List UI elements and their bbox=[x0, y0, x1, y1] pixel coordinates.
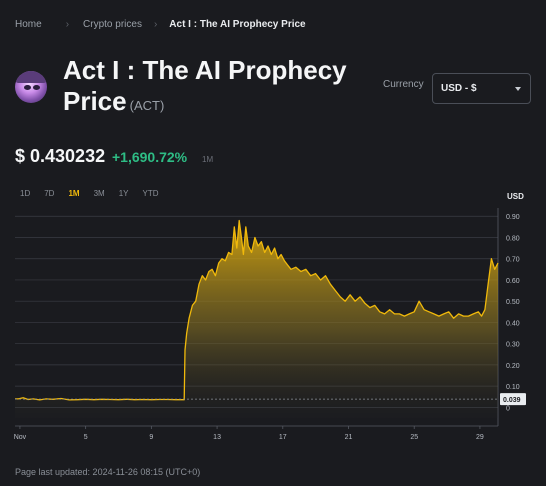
y-tick-label: 0.70 bbox=[506, 257, 520, 264]
x-tick-label: 25 bbox=[410, 434, 418, 441]
price-chart[interactable]: 0 0.10 0.20 0.30 0.40 0.50 0.60 0.70 0.80 0.90 No… bbox=[0, 200, 546, 446]
change-period: 1M bbox=[202, 155, 214, 164]
last-updated: Page last updated: 2024-11-26 08:15 (UTC… bbox=[15, 467, 201, 477]
y-tick-label: 0.60 bbox=[506, 278, 520, 285]
y-tick-label: 0.80 bbox=[506, 235, 520, 242]
y-tick-label: 0.50 bbox=[506, 299, 520, 306]
range-tab-1m[interactable]: 1M bbox=[68, 189, 80, 198]
range-tab-7d[interactable]: 7D bbox=[44, 189, 55, 198]
price-change: +1,690.72% bbox=[112, 149, 188, 165]
x-tick-label: 17 bbox=[279, 434, 287, 441]
y-tick-label: 0 bbox=[506, 405, 510, 412]
coin-logo bbox=[15, 71, 47, 103]
y-tick-label: 0.10 bbox=[506, 384, 520, 391]
page-title-text: Act I : The AI Prophecy Price bbox=[63, 55, 347, 116]
range-tab-3m[interactable]: 3M bbox=[93, 189, 105, 198]
breadcrumb-crypto-prices-link[interactable]: Crypto prices bbox=[83, 19, 142, 30]
chevron-right-icon: › bbox=[65, 19, 70, 30]
range-tab-1y[interactable]: 1Y bbox=[118, 189, 129, 198]
breadcrumb-current: Act I : The AI Prophecy Price bbox=[169, 19, 306, 30]
coin-symbol: (ACT) bbox=[129, 98, 165, 113]
current-price-tag bbox=[500, 393, 526, 406]
x-tick-label: 21 bbox=[345, 434, 353, 441]
chevron-right-icon: › bbox=[153, 19, 158, 30]
currency-label: Currency bbox=[383, 79, 424, 90]
time-range-tabs: 1D 7D 1M 3M 1Y YTD bbox=[20, 189, 173, 198]
x-tick-label: 9 bbox=[149, 434, 153, 441]
x-tick-label: Nov bbox=[14, 434, 27, 441]
range-tab-ytd[interactable]: YTD bbox=[142, 189, 159, 198]
breadcrumb-home-link[interactable]: Home bbox=[15, 19, 42, 30]
breadcrumb: Home › Crypto prices › Act I : The AI Pr… bbox=[15, 19, 306, 30]
y-tick-label: 0.30 bbox=[506, 342, 520, 349]
range-tab-1d[interactable]: 1D bbox=[20, 189, 31, 198]
y-tick-label: 0.90 bbox=[506, 214, 520, 221]
x-tick-label: 5 bbox=[84, 434, 88, 441]
currency-select[interactable]: USD - $ bbox=[432, 73, 531, 104]
y-axis-unit-label: USD bbox=[507, 192, 524, 201]
x-tick-label: 29 bbox=[476, 434, 484, 441]
page-title: Act I : The AI Prophecy Price (ACT) bbox=[63, 55, 373, 121]
x-tick-label: 13 bbox=[213, 434, 221, 441]
y-tick-label: 0.40 bbox=[506, 320, 520, 327]
caret-down-icon bbox=[515, 87, 521, 91]
y-tick-label: 0.20 bbox=[506, 363, 520, 370]
price-line bbox=[15, 219, 499, 401]
current-price-tag-label: 0.039 bbox=[503, 397, 521, 404]
currency-select-value: USD - $ bbox=[441, 83, 477, 94]
price-area bbox=[15, 220, 498, 418]
current-price: $ 0.430232 bbox=[15, 146, 106, 166]
